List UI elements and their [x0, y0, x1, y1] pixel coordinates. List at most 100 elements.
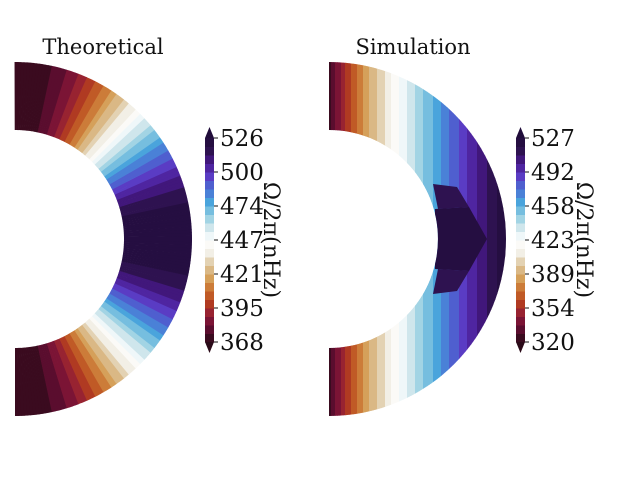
contour-wedge [44, 68, 67, 135]
contour-wedge [115, 279, 180, 309]
contour-wedge [108, 147, 169, 185]
contour-wedge [81, 99, 127, 155]
contour-wedge [45, 343, 68, 410]
contour-wedge [112, 286, 175, 320]
contour-wedge [41, 67, 61, 134]
contour-wedge [121, 204, 190, 221]
contour-wedge [123, 244, 192, 252]
contour-wedge [26, 62, 37, 131]
colorbar-tick-label: 474 [220, 194, 264, 220]
colorbar-segment [516, 138, 525, 147]
contour-wedge [119, 189, 186, 211]
contour-wedge [117, 178, 183, 204]
contour-wedge [42, 67, 64, 135]
colorbar-tick-label: 320 [531, 330, 575, 356]
contour-wedge [80, 97, 124, 154]
colorbar-segment [516, 257, 525, 266]
contour-wedge [90, 315, 141, 367]
contour-wedge [64, 81, 99, 143]
colorbar-tick-label: 447 [220, 228, 264, 254]
contour-wedge [113, 283, 177, 314]
colorbar-segment [516, 163, 525, 173]
colorbar-segment [205, 172, 214, 181]
contour-wedge [100, 304, 157, 348]
contour-wedge [121, 257, 190, 273]
title-simulation: Simulation [355, 35, 470, 59]
colorbar-tick-label: 423 [531, 228, 575, 254]
contour-wedge [107, 144, 167, 183]
simulation-plot [329, 62, 506, 416]
contour-wedge [29, 63, 43, 132]
contour-wedge [123, 216, 192, 228]
colorbar-segment [516, 299, 525, 309]
contour-wedge [33, 64, 49, 133]
contour-wedge [118, 270, 185, 294]
contour-wedge [71, 331, 110, 391]
contour-wedge [123, 250, 192, 261]
contour-wedge [98, 307, 153, 353]
colorbar-segment [516, 214, 525, 224]
colorbar-segment [516, 231, 525, 241]
contour-wedge [28, 346, 41, 415]
contour-wedge [116, 277, 181, 306]
contour-wedge [48, 70, 73, 136]
equatorial-contour [433, 184, 469, 294]
contour-wedge [123, 220, 192, 230]
colorbar-tick-label: 492 [531, 160, 575, 186]
colorbar-segment [516, 189, 525, 198]
colorbar-segment [205, 316, 214, 326]
contour-wedge [102, 302, 159, 346]
contour-wedge [77, 93, 120, 151]
colorbar-segment [205, 308, 214, 317]
contour-wedge [79, 325, 122, 383]
contour-wedge [116, 175, 182, 202]
contour-wedge [87, 318, 137, 371]
contour-wedge [117, 180, 184, 206]
contour-wedge [121, 201, 189, 219]
contour-wedge [109, 150, 170, 187]
contour-wedge [95, 120, 149, 168]
contour-wedge [99, 127, 155, 172]
colorbar-segment [205, 325, 214, 334]
colorbar-segment [205, 197, 214, 207]
contour-wedge [35, 345, 53, 413]
contour-wedge [84, 103, 132, 157]
colorbar-segment [516, 206, 525, 215]
contour-wedge [118, 272, 184, 297]
colorbar-segment [516, 282, 525, 292]
contour-wedge [60, 78, 93, 142]
contour-wedge [120, 265, 187, 285]
contour-wedge [109, 291, 171, 328]
contour-wedge [31, 64, 46, 132]
contour-wedge [30, 346, 44, 415]
contour-wedge [82, 323, 127, 379]
contour-wedge [105, 139, 164, 180]
contour-wedge [50, 71, 76, 137]
contour-column [505, 62, 506, 416]
contour-wedge [122, 253, 191, 267]
contour-wedge [70, 87, 109, 147]
contour-wedge [111, 155, 173, 190]
contour-wedge [121, 198, 189, 217]
contour-wedge [37, 65, 55, 133]
contour-wedge [52, 72, 79, 138]
contour-wedge [18, 347, 25, 416]
contour-wedge [24, 347, 34, 416]
contour-wedge [83, 322, 130, 377]
colorbar-tick-label: 527 [531, 126, 575, 152]
contour-wedge [122, 252, 191, 264]
colorbar-label-simulation: Ω/2π(nHz) [571, 182, 596, 298]
colorbar-segment [205, 189, 214, 198]
contour-wedge [57, 338, 88, 402]
contour-wedge [110, 152, 172, 188]
contour-wedge [120, 195, 188, 215]
contour-wedge [114, 166, 178, 197]
contour-wedge [75, 92, 117, 150]
contour-wedge [123, 226, 192, 234]
contour-wedge [64, 335, 99, 397]
contour-wedge [62, 79, 96, 142]
contour-wedge [115, 169, 180, 199]
contour-wedge [74, 329, 115, 388]
contour-column [495, 62, 498, 416]
contour-wedge [113, 163, 177, 195]
